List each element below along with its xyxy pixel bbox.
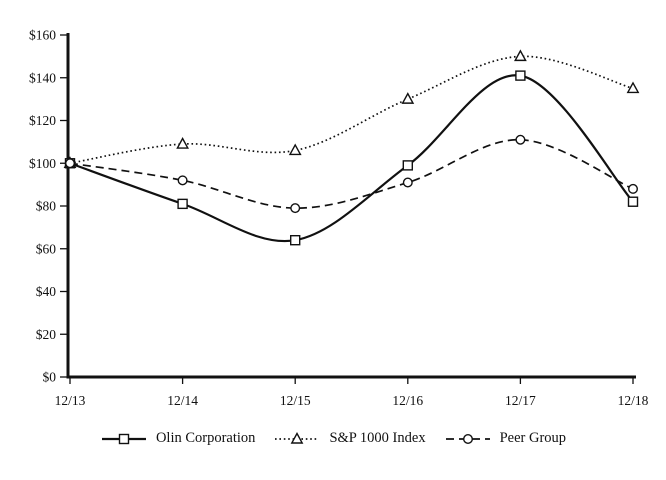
y-tick-label: $160 [29, 28, 56, 43]
data-point-square [402, 160, 413, 171]
data-point-circle [177, 175, 188, 186]
data-point-square [627, 196, 639, 207]
series-s-p-1000-index [63, 49, 640, 168]
data-point-circle [462, 433, 473, 444]
series-line-peer-group [69, 138, 634, 209]
series-line-s-p-1000-index [69, 55, 634, 165]
legend-label: Olin Corporation [155, 430, 256, 446]
legend-item-olin-corporation: Olin Corporation [100, 430, 255, 447]
legend-item-s-p-1000-index: S&P 1000 Index [273, 430, 426, 447]
data-point-triangle [514, 49, 527, 62]
y-tick-label: $40 [36, 284, 57, 299]
data-point-triangle [626, 81, 640, 94]
y-tick-label: $80 [36, 199, 57, 214]
y-tick-label: $100 [29, 156, 56, 171]
x-tick-label: 12/14 [167, 393, 198, 408]
data-point-square [177, 198, 188, 210]
y-tick-label: $60 [36, 241, 57, 256]
y-tick-label: $0 [43, 370, 57, 385]
x-tick-label: 12/16 [392, 393, 423, 408]
data-point-triangle [288, 143, 302, 156]
series-peer-group [64, 134, 639, 214]
x-tick-label: 12/13 [55, 393, 86, 408]
data-point-circle [515, 134, 526, 145]
x-tick-label: 12/17 [505, 393, 536, 408]
data-point-square [515, 70, 526, 81]
data-point-circle [290, 203, 301, 214]
legend-item-peer-group: Peer Group [444, 430, 566, 447]
series-olin-corporation [64, 70, 639, 246]
x-tick-label: 12/18 [618, 393, 649, 408]
data-point-triangle [401, 92, 415, 104]
plot-area: $0 $20 $40 $60 $80 $100 $120 $140 $160 12/13 12/14… [29, 28, 649, 409]
legend-swatch-triangle-icon [275, 431, 320, 444]
legend-swatch-circle-icon [445, 433, 490, 444]
legend-swatch-square-icon [101, 433, 146, 444]
data-point-triangle [176, 137, 189, 149]
legend-label: Peer Group [499, 430, 567, 446]
data-point-circle [64, 158, 75, 169]
data-point-square [290, 234, 301, 246]
data-point-circle [402, 177, 413, 188]
y-tick-label: $140 [29, 70, 56, 85]
chart-legend: Olin Corporation S&P 1000 Index Peer Group [0, 430, 666, 447]
legend-label: S&P 1000 Index [329, 430, 426, 446]
y-tick-label: $120 [29, 113, 56, 128]
data-point-square [118, 433, 130, 444]
x-tick-label: 12/15 [280, 393, 311, 408]
data-point-circle [628, 183, 639, 194]
data-point-triangle [291, 431, 304, 444]
y-tick-label: $20 [36, 327, 57, 342]
series-line-olin-corporation [69, 74, 634, 243]
